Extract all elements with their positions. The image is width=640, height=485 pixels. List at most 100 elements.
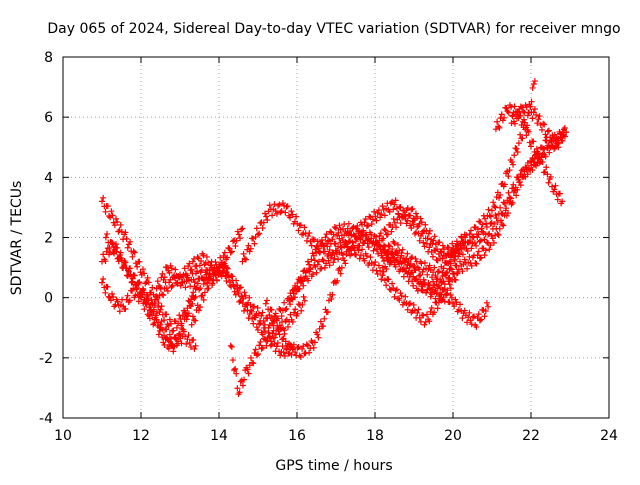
data-point [334,277,341,284]
data-point [463,232,470,239]
data-point [383,265,390,272]
data-point [464,248,471,255]
data-point [483,220,490,227]
data-point [380,246,387,253]
data-point [191,317,198,324]
data-point [407,222,414,229]
data-point [178,340,185,347]
data-point [243,256,249,263]
data-point [377,214,384,221]
data-point [198,258,205,265]
data-point [170,348,177,355]
data-point [127,265,134,272]
data-point [384,231,391,238]
data-point [149,301,156,308]
data-point [416,237,423,244]
data-point [391,201,398,208]
data-point [412,210,419,217]
data-point [230,283,237,290]
data-point [312,246,319,253]
data-point [447,285,454,292]
data-point [447,291,454,298]
data-point [543,164,550,171]
data-point [250,360,257,367]
data-point [192,317,199,324]
data-point [359,246,366,253]
data-point [426,285,433,292]
data-point [199,292,206,299]
data-point [150,308,157,315]
data-point [213,276,220,283]
data-point [231,367,238,374]
data-point [500,222,507,229]
data-point [408,309,415,316]
data-point [104,245,111,252]
data-point [259,309,266,316]
data-point [102,258,109,265]
data-point [102,289,109,296]
data-point [264,337,271,344]
data-point [393,286,400,293]
data-point [483,239,490,246]
data-point [555,144,562,151]
data-point [187,283,194,290]
data-point [200,275,207,282]
data-point [430,284,437,291]
data-point [397,220,404,227]
data-point [262,210,269,217]
data-point [161,332,168,339]
data-point [153,293,160,300]
data-point [331,223,338,230]
data-point [325,251,332,258]
data-point [240,250,247,257]
data-point [324,309,331,316]
data-point [261,335,267,342]
data-point [148,296,155,303]
data-point [384,257,391,264]
data-point [418,286,425,293]
data-point [145,297,152,304]
data-point [241,376,248,383]
data-point [207,262,214,269]
data-point [264,217,271,224]
data-point [466,231,473,238]
data-point [414,223,421,230]
data-point [490,199,497,206]
data-point [216,263,223,270]
data-point [166,279,173,286]
data-point [217,254,224,261]
data-point [451,250,458,257]
data-point [412,255,419,262]
data-point [161,341,168,348]
data-point [420,312,427,319]
data-point [315,258,322,265]
data-point [269,212,276,219]
data-point [476,317,483,324]
x-tick-label: 10 [54,428,72,444]
data-point [422,221,429,228]
data-point [475,311,482,318]
data-point [455,253,462,260]
data-point [321,248,328,255]
data-point [317,318,324,325]
data-point [295,227,302,234]
data-point [229,357,236,364]
data-point [218,270,225,277]
data-point [497,217,504,224]
data-point [508,158,515,165]
data-point [424,235,431,242]
data-point [260,219,267,226]
data-point [294,286,301,293]
data-point [452,296,459,303]
data-point [317,239,324,246]
data-point [392,287,399,294]
data-point [194,254,201,261]
data-point [245,242,252,249]
data-point [184,272,191,279]
data-point [453,238,460,245]
data-point [539,159,546,166]
data-point [157,284,164,291]
data-point [195,307,202,314]
data-point [549,132,556,139]
data-point [247,245,254,252]
